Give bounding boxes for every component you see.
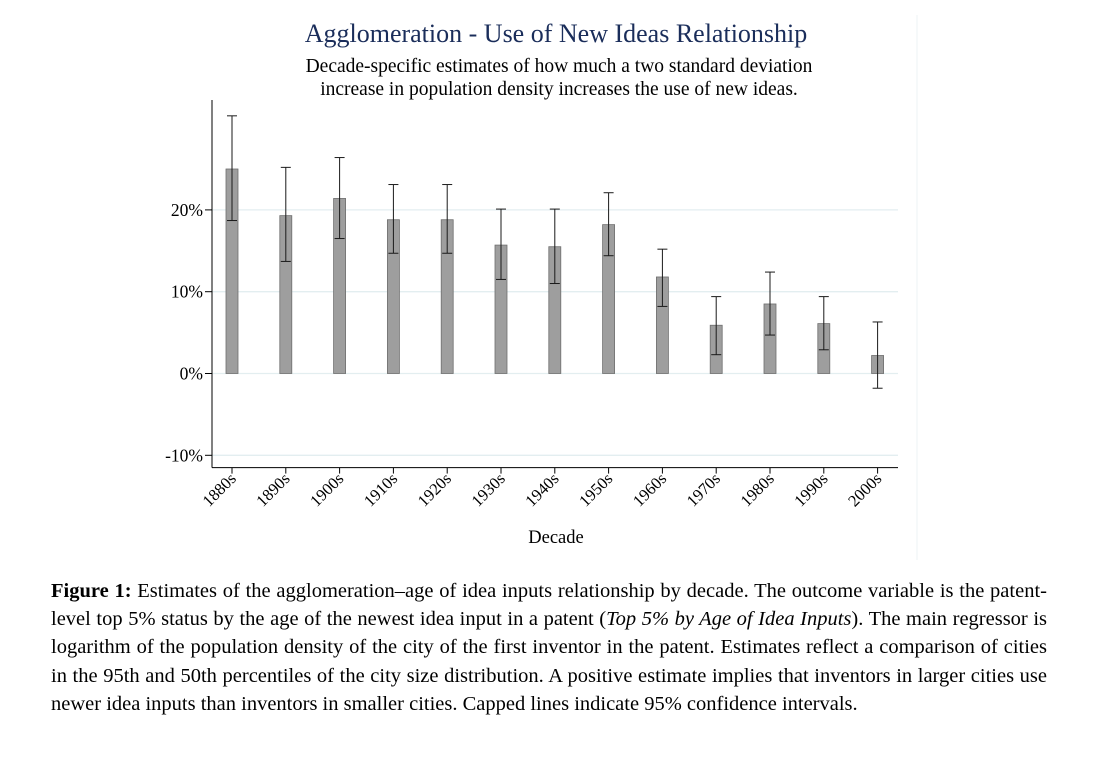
y-tick-label: 0%	[180, 364, 203, 384]
x-tick-label: 1970s	[683, 469, 724, 510]
x-tick-label: 1980s	[737, 469, 778, 510]
chart-title: Agglomeration - Use of New Ideas Relatio…	[305, 19, 808, 48]
figure-caption: Figure 1: Estimates of the agglomeration…	[51, 577, 1047, 718]
x-tick-label: 1920s	[414, 469, 455, 510]
x-tick-label: 1990s	[790, 469, 831, 510]
chart-subtitle-line-2: increase in population density increases…	[320, 79, 798, 100]
y-tick-label: -10%	[165, 445, 203, 465]
caption-italic-variable: Top 5% by Age of Idea Inputs	[606, 608, 852, 631]
x-tick-label: 2000s	[844, 469, 885, 510]
chart-subtitle-line-1: Decade-specific estimates of how much a …	[306, 56, 813, 77]
y-tick-label: 10%	[171, 282, 203, 302]
caption-text-part-2: ). The main regressor is logarithm of th…	[51, 608, 1048, 715]
x-tick-label: 1960s	[629, 469, 670, 510]
x-tick-label: 1950s	[575, 469, 616, 510]
bars	[225, 115, 884, 389]
caption-lead: Figure 1:	[51, 580, 132, 602]
x-tick-label: 1930s	[468, 469, 509, 510]
caption-text-part-1: Estimates of the agglomeration–age of id…	[51, 580, 1047, 631]
x-tick-label: 1900s	[306, 469, 347, 510]
chart: Agglomeration - Use of New Ideas Relatio…	[165, 15, 918, 560]
x-axis-label: Decade	[528, 528, 583, 548]
x-tick-label: 1910s	[360, 469, 401, 510]
x-tick-label: 1880s	[199, 469, 240, 510]
x-tick-label: 1940s	[521, 469, 562, 510]
y-tick-label: 20%	[171, 200, 203, 220]
axes: -10% 0% 10% 20% 1880s 1890s 1900s 1910s 1920s 193…	[165, 100, 898, 510]
x-tick-label: 1890s	[252, 469, 293, 510]
